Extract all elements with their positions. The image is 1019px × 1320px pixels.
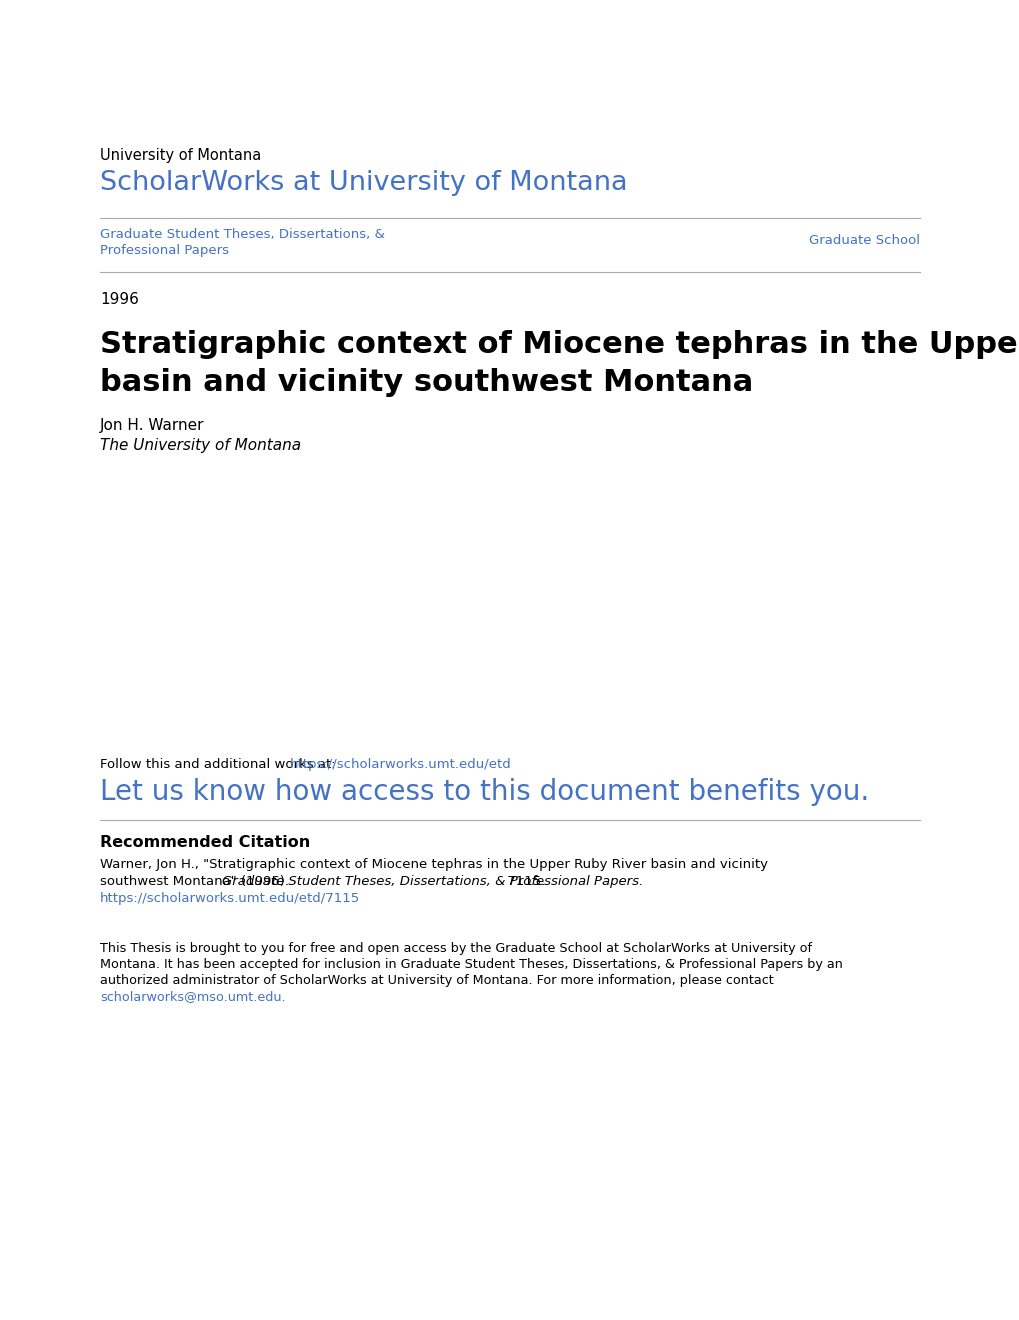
Text: Graduate Student Theses, Dissertations, &: Graduate Student Theses, Dissertations, … <box>100 228 384 242</box>
Text: scholarworks@mso.umt.edu.: scholarworks@mso.umt.edu. <box>100 990 285 1003</box>
Text: Warner, Jon H., "Stratigraphic context of Miocene tephras in the Upper Ruby Rive: Warner, Jon H., "Stratigraphic context o… <box>100 858 767 871</box>
Text: 7115.: 7115. <box>502 875 545 888</box>
Text: https://scholarworks.umt.edu/etd/7115: https://scholarworks.umt.edu/etd/7115 <box>100 892 360 906</box>
Text: 1996: 1996 <box>100 292 139 308</box>
Text: Graduate Student Theses, Dissertations, & Professional Papers.: Graduate Student Theses, Dissertations, … <box>222 875 643 888</box>
Text: This Thesis is brought to you for free and open access by the Graduate School at: This Thesis is brought to you for free a… <box>100 942 811 954</box>
Text: Let us know how access to this document benefits you.: Let us know how access to this document … <box>100 777 868 807</box>
Text: Jon H. Warner: Jon H. Warner <box>100 418 204 433</box>
Text: Follow this and additional works at:: Follow this and additional works at: <box>100 758 339 771</box>
Text: The University of Montana: The University of Montana <box>100 438 301 453</box>
Text: University of Montana: University of Montana <box>100 148 261 162</box>
Text: southwest Montana" (1996).: southwest Montana" (1996). <box>100 875 293 888</box>
Text: https://scholarworks.umt.edu/etd: https://scholarworks.umt.edu/etd <box>289 758 512 771</box>
Text: Stratigraphic context of Miocene tephras in the Upper Ruby River: Stratigraphic context of Miocene tephras… <box>100 330 1019 359</box>
Text: authorized administrator of ScholarWorks at University of Montana. For more info: authorized administrator of ScholarWorks… <box>100 974 773 987</box>
Text: ScholarWorks at University of Montana: ScholarWorks at University of Montana <box>100 170 627 195</box>
Text: Recommended Citation: Recommended Citation <box>100 836 310 850</box>
Text: basin and vicinity southwest Montana: basin and vicinity southwest Montana <box>100 368 752 397</box>
Text: Montana. It has been accepted for inclusion in Graduate Student Theses, Disserta: Montana. It has been accepted for inclus… <box>100 958 842 972</box>
Text: Graduate School: Graduate School <box>808 234 919 247</box>
Text: Professional Papers: Professional Papers <box>100 244 229 257</box>
